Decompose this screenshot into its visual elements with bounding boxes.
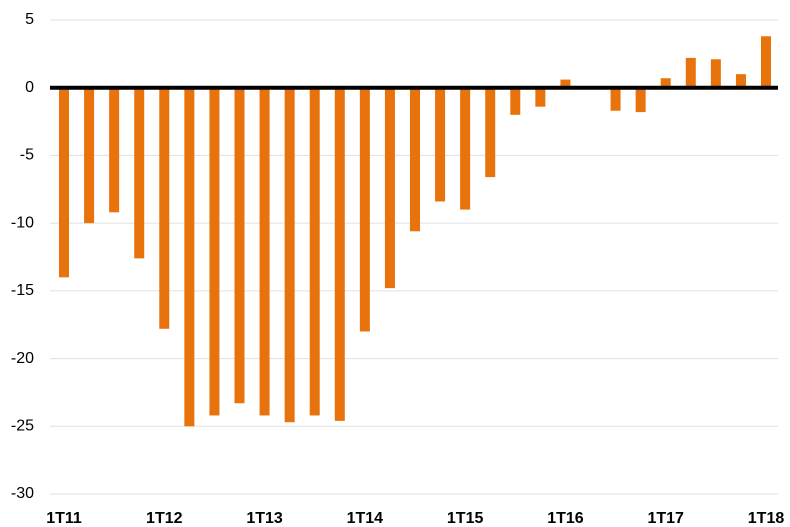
bar <box>410 87 420 232</box>
bar <box>359 87 370 332</box>
bar <box>109 87 120 213</box>
bar <box>535 87 546 107</box>
bar <box>309 87 320 416</box>
y-tick-label: -10 <box>11 214 34 231</box>
y-tick-label: -30 <box>11 485 34 502</box>
bar <box>635 87 646 113</box>
bar <box>159 87 170 329</box>
bar <box>560 79 571 88</box>
bar <box>59 87 69 278</box>
bar <box>685 57 696 88</box>
bar <box>610 87 621 111</box>
bar <box>134 87 145 259</box>
y-tick-label: -5 <box>20 147 34 164</box>
bar <box>510 87 521 115</box>
bar <box>460 87 471 210</box>
x-tick-label: 1T14 <box>347 510 384 527</box>
y-tick-label: -20 <box>11 350 34 367</box>
bar <box>435 87 446 202</box>
bar <box>384 87 395 289</box>
bar <box>209 87 220 416</box>
x-tick-label: 1T15 <box>447 510 484 527</box>
bar <box>234 87 245 404</box>
bar <box>84 87 95 224</box>
x-tick-label: 1T17 <box>647 510 684 527</box>
y-tick-label: -15 <box>11 282 34 299</box>
x-tick-label: 1T13 <box>246 510 283 527</box>
bar <box>485 87 496 178</box>
bar <box>710 59 721 88</box>
y-tick-label: 5 <box>25 11 34 28</box>
bar <box>660 78 671 88</box>
bar <box>259 87 270 416</box>
y-tick-label: -25 <box>11 418 34 435</box>
x-tick-label: 1T12 <box>146 510 183 527</box>
y-tick-label: 0 <box>25 79 34 96</box>
bar <box>735 74 746 88</box>
x-tick-label: 1T11 <box>46 510 82 527</box>
bar <box>334 87 345 421</box>
x-tick-label: 1T18 <box>748 510 785 527</box>
bar <box>184 87 195 427</box>
bar <box>761 36 771 88</box>
x-tick-label: 1T16 <box>547 510 584 527</box>
bar <box>284 87 295 423</box>
